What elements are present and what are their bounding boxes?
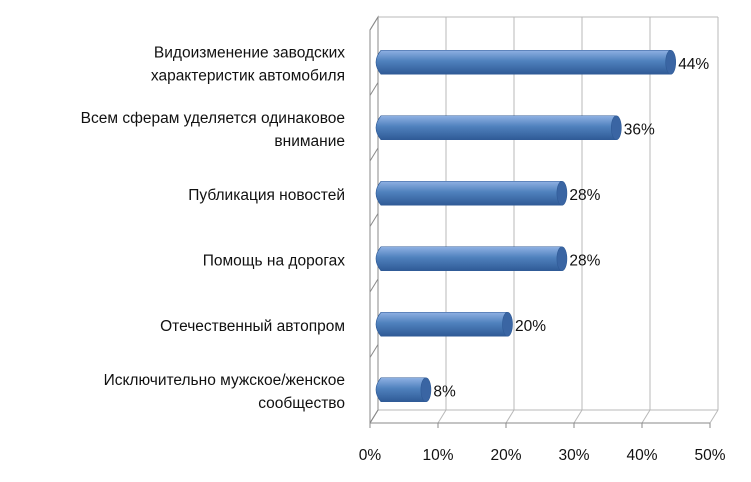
- floor-gridline: [437, 409, 447, 424]
- bar: [375, 180, 568, 206]
- x-tick-label: 0%: [359, 447, 382, 464]
- x-tick-label: 40%: [626, 447, 657, 464]
- category-label: Помощь на дорогах: [203, 252, 345, 269]
- category-labels: Видоизменение заводских характеристик авт…: [81, 44, 346, 412]
- x-tick-label: 10%: [422, 447, 453, 464]
- bar: [375, 49, 677, 75]
- x-tick-label: 30%: [558, 447, 589, 464]
- category-label: Видоизменение заводских характеристик авт…: [151, 44, 345, 84]
- category-divider: [369, 16, 379, 31]
- category-divider: [369, 147, 379, 162]
- bar: [375, 115, 622, 141]
- floor-gridline: [709, 409, 719, 424]
- category-divider: [369, 409, 379, 424]
- bar: [375, 246, 568, 272]
- floor-gridline: [505, 409, 515, 424]
- floor-gridline: [641, 409, 651, 424]
- data-label: 28%: [569, 187, 600, 204]
- category-label: Отечественный автопром: [160, 318, 345, 335]
- data-label: 28%: [569, 252, 600, 269]
- category-label: Публикация новостей: [188, 187, 345, 204]
- data-labels: 44% 36% 28% 28% 20% 8%: [433, 56, 709, 401]
- axes: [369, 15, 711, 428]
- category-label: Всем сферам уделяется одинаковое внимание: [81, 110, 345, 150]
- bar: [375, 311, 513, 337]
- data-label: 44%: [678, 56, 709, 73]
- x-tick-labels: 0% 10% 20% 30% 40% 50%: [359, 447, 726, 464]
- data-label: 36%: [624, 121, 655, 138]
- bars: [375, 49, 677, 403]
- category-label: Исключительно мужское/женское сообщество: [104, 372, 345, 412]
- data-label: 8%: [433, 383, 456, 400]
- category-divider: [369, 213, 379, 227]
- x-tick-label: 50%: [694, 447, 725, 464]
- gridlines: [369, 16, 719, 424]
- data-label: 20%: [515, 318, 546, 335]
- category-divider: [369, 344, 379, 358]
- x-tick-label: 20%: [490, 447, 521, 464]
- bar: [375, 377, 432, 403]
- category-divider: [369, 82, 379, 96]
- category-divider: [369, 278, 379, 293]
- floor-gridline: [573, 409, 583, 424]
